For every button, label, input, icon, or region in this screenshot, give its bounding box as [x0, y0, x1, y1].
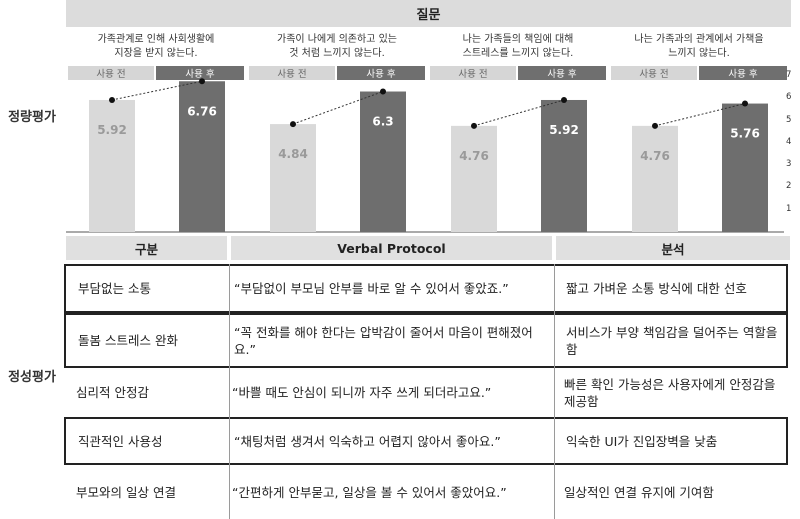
row-analysis: 짧고 가벼운 소통 방식에 대한 선호	[566, 281, 747, 296]
row-analysis: 익숙한 UI가 진입장벽을 낮춤	[566, 433, 718, 449]
value-label-after: 6.76	[187, 104, 217, 118]
row-analysis: 서비스가 부양 책임감을 덜어주는 역할을 함	[566, 324, 778, 357]
value-label-before: 4.76	[459, 149, 489, 163]
row-category: 직관적인 사용성	[78, 433, 163, 449]
question-header: 질문	[66, 0, 791, 27]
group-4-after-label: 사용 후	[699, 66, 787, 80]
quant-section-label: 정량평가	[8, 109, 56, 125]
value-label-after: 5.76	[730, 127, 760, 141]
group-3-before-label: 사용 전	[430, 66, 516, 80]
group-2-before-label: 사용 전	[249, 66, 335, 80]
row-protocol: “간편하게 안부묻고, 일상을 볼 수 있어서 좋았어요.”	[232, 484, 507, 500]
table-header-analysis: 분석	[556, 236, 790, 260]
table-row: 부모와의 일상 연결 “간편하게 안부묻고, 일상을 볼 수 있어서 좋았어요.…	[64, 465, 788, 519]
group-1-before-label: 사용 전	[68, 66, 154, 80]
change-line	[111, 80, 203, 101]
table-row: 부담없는 소통 “부담없이 부모님 안부를 바로 알 수 있어서 좋았죠.” 짧…	[64, 264, 788, 313]
bar-before	[89, 99, 135, 232]
row-protocol: “바쁠 때도 안심이 되니까 자주 쓰게 되더라고요.”	[232, 385, 492, 400]
y-tick-label: 7	[786, 69, 792, 80]
group-1-after-label: 사용 후	[156, 66, 244, 80]
point-before	[471, 122, 477, 129]
y-tick-label: 5	[786, 114, 792, 125]
change-line	[654, 103, 746, 127]
point-before	[109, 96, 115, 103]
row-protocol: “채팅처럼 생겨서 익숙하고 어렵지 않아서 좋아요.”	[234, 433, 501, 449]
value-label-before: 5.92	[97, 123, 127, 137]
question-4-text: 나는 가족과의 관계에서 가책을 느끼지 않는다.	[634, 34, 764, 59]
bar-before	[451, 125, 497, 232]
y-tick-label: 1	[786, 203, 792, 214]
row-category: 부모와의 일상 연결	[76, 484, 176, 500]
value-label-after: 6.3	[372, 115, 393, 129]
row-analysis: 빠른 확인 가능성은 사용자에게 안정감을 제공함	[564, 376, 776, 409]
value-label-after: 5.92	[549, 123, 579, 137]
y-tick-label: 3	[786, 159, 792, 170]
value-label-before: 4.76	[640, 149, 670, 163]
group-3-after-label: 사용 후	[518, 66, 606, 80]
table-row: 직관적인 사용성 “채팅처럼 생겨서 익숙하고 어렵지 않아서 좋아요.” 익숙…	[64, 417, 788, 465]
column-divider	[229, 264, 230, 519]
group-2-after-label: 사용 후	[337, 66, 425, 80]
point-after	[380, 88, 386, 95]
point-before	[290, 121, 296, 128]
row-protocol: “부담없이 부모님 안부를 바로 알 수 있어서 좋았죠.”	[234, 281, 509, 296]
bar-after	[360, 91, 406, 232]
row-analysis: 일상적인 연결 유지에 기여함	[564, 484, 714, 500]
table-row: 돌봄 스트레스 완화 “꼭 전화를 해야 한다는 압박감이 줄어서 마음이 편해…	[64, 313, 788, 368]
bar-before	[270, 124, 316, 232]
y-tick-label: 2	[786, 181, 792, 192]
column-divider	[554, 264, 555, 519]
row-category: 돌봄 스트레스 완화	[78, 333, 178, 348]
qual-section-label: 정성평가	[8, 369, 56, 385]
point-after	[199, 78, 205, 85]
row-category: 심리적 안정감	[76, 385, 149, 400]
bar-after	[541, 99, 587, 232]
row-category: 부담없는 소통	[78, 281, 151, 296]
row-protocol: “꼭 전화를 해야 한다는 압박감이 줄어서 마음이 편해졌어요.”	[234, 324, 533, 357]
group-4-before-label: 사용 전	[611, 66, 697, 80]
value-label-before: 4.84	[278, 147, 308, 161]
bar-after	[722, 103, 768, 232]
table-row: 심리적 안정감 “바쁠 때도 안심이 되니까 자주 쓰게 되더라고요.” 빠른 …	[64, 368, 788, 417]
question-1-text: 가족관계로 인해 사회생활에 지장을 받지 않는다.	[97, 34, 215, 59]
point-before	[652, 122, 658, 129]
question-2-text: 가족이 나에게 의존하고 있는 것 처럼 느끼지 않는다.	[277, 34, 397, 59]
bar-after	[179, 81, 225, 232]
table-header-category: 구분	[66, 236, 227, 260]
bar-before	[632, 125, 678, 232]
point-after	[742, 100, 748, 107]
table-header-protocol: Verbal Protocol	[231, 236, 552, 260]
point-after	[561, 96, 567, 103]
y-tick-label: 4	[786, 136, 792, 147]
y-tick-label: 6	[786, 92, 792, 103]
question-3-text: 나는 가족들의 책임에 대해 스트레스를 느끼지 않는다.	[462, 34, 574, 59]
